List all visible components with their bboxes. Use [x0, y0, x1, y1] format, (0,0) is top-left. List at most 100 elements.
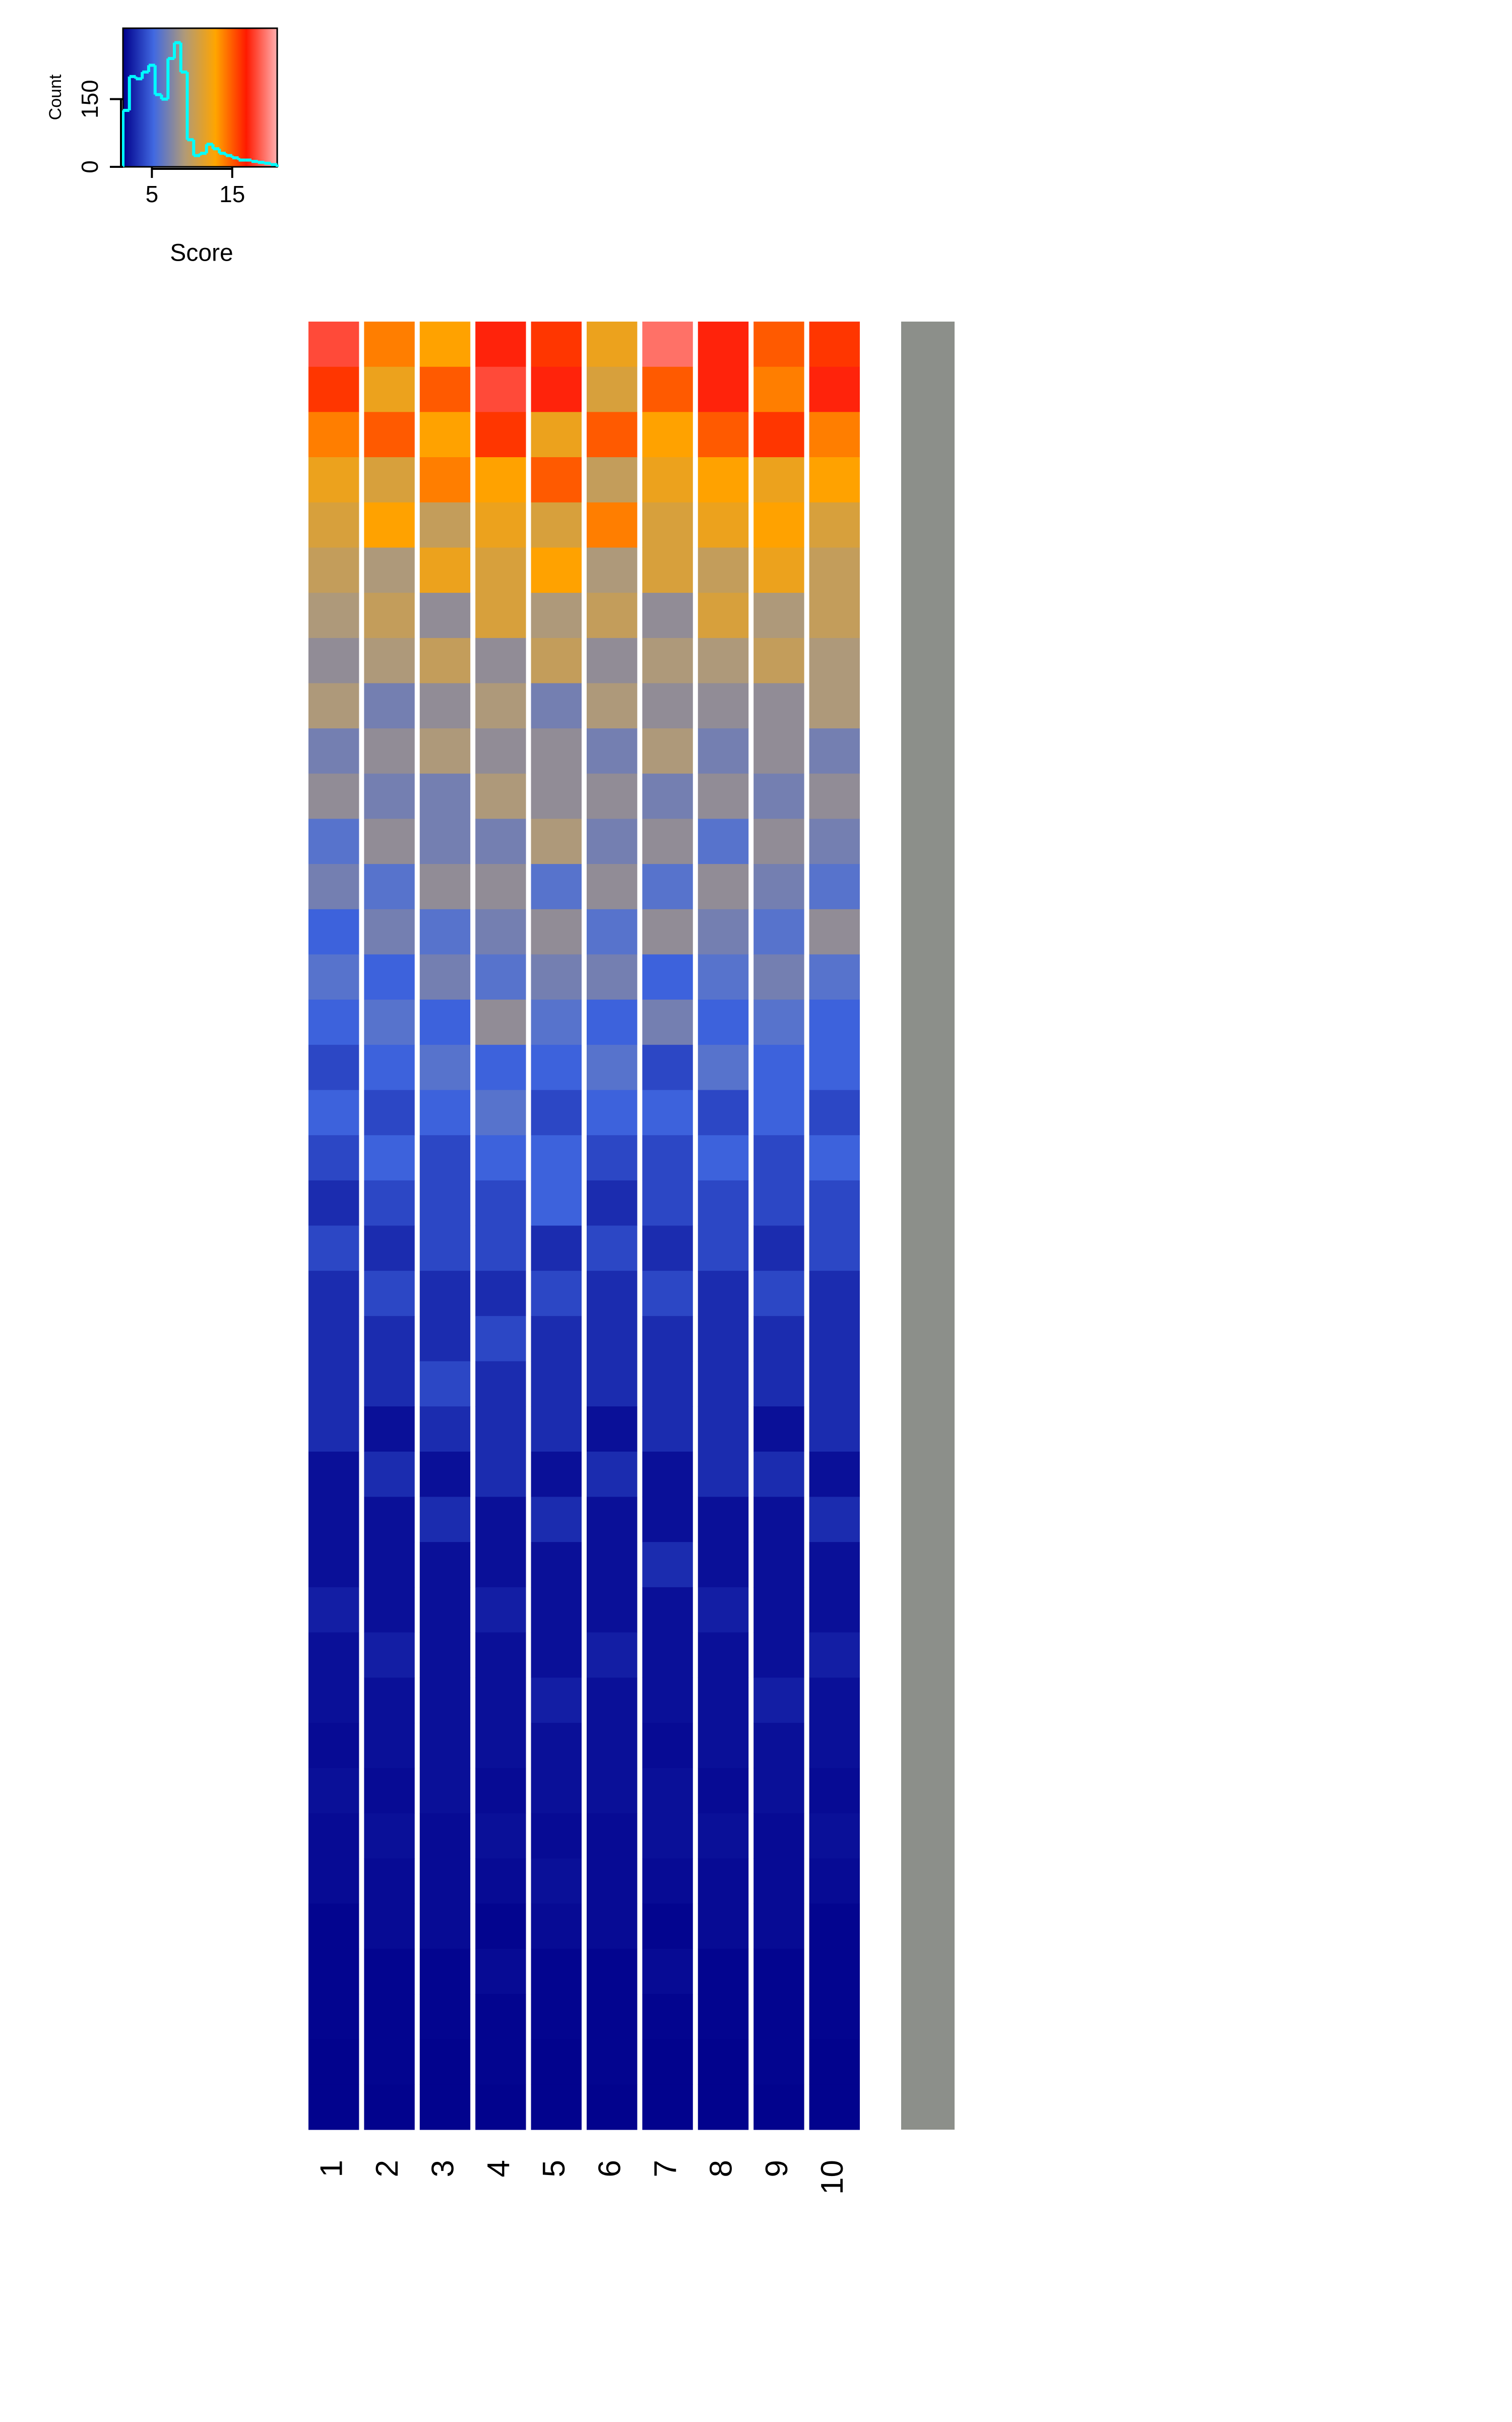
heatmap-cell	[753, 1135, 804, 1181]
heatmap-cell	[809, 502, 860, 548]
heatmap-cell	[364, 412, 415, 458]
heatmap-cell	[475, 1903, 526, 1949]
heatmap-cell	[475, 683, 526, 729]
heatmap-cell	[419, 819, 471, 864]
heatmap-cell	[364, 1949, 415, 1995]
heatmap-cell	[308, 1632, 359, 1678]
heatmap-cell	[308, 1044, 359, 1090]
heatmap-cell	[587, 366, 638, 412]
heatmap-cell	[531, 773, 582, 819]
heatmap-cell	[698, 457, 749, 503]
heatmap-cell	[531, 819, 582, 864]
heatmap-cell	[587, 1858, 638, 1904]
heatmap-cell	[419, 683, 471, 729]
heatmap-cell	[753, 2039, 804, 2085]
heatmap-cell	[587, 457, 638, 503]
heatmap-cell	[587, 1316, 638, 1362]
heatmap-cell	[475, 502, 526, 548]
heatmap-cell	[698, 412, 749, 458]
heatmap-cell	[642, 819, 693, 864]
heatmap-cell	[698, 593, 749, 639]
heatmap-cell	[475, 457, 526, 503]
heatmap-cell	[308, 366, 359, 412]
heatmap-cell	[698, 1090, 749, 1136]
heatmap-cell	[531, 1768, 582, 1814]
heatmap-cell	[809, 1044, 860, 1090]
heatmap-cell	[419, 1903, 471, 1949]
heatmap-cell	[308, 1813, 359, 1859]
heatmap-cell	[531, 1271, 582, 1317]
heatmap-cell	[698, 1361, 749, 1407]
heatmap-cell	[475, 1678, 526, 1723]
heatmap-cell	[753, 909, 804, 955]
heatmap-cell	[587, 819, 638, 864]
heatmap-cell	[642, 457, 693, 503]
heatmap-cell	[753, 1451, 804, 1498]
heatmap-cell	[642, 1858, 693, 1904]
heatmap-cell	[308, 1678, 359, 1723]
heatmap-cell	[419, 1180, 471, 1226]
heatmap-cell	[475, 1994, 526, 2040]
heatmap-cell	[698, 366, 749, 412]
column-label: 1	[314, 2160, 349, 2177]
heatmap-cell	[475, 1813, 526, 1859]
heatmap-cell	[809, 322, 860, 367]
heatmap-cell	[364, 1722, 415, 1769]
heatmap-cell	[698, 1180, 749, 1226]
heatmap-cell	[642, 412, 693, 458]
heatmap-cell	[809, 1316, 860, 1362]
heatmap-cell	[364, 1768, 415, 1814]
heatmap-cell	[308, 1949, 359, 1995]
heatmap-cell	[419, 1451, 471, 1498]
heatmap-cell	[364, 1225, 415, 1271]
heatmap-cell	[587, 638, 638, 684]
heatmap-cell	[753, 1497, 804, 1542]
heatmap-cell	[308, 322, 359, 367]
heatmap-cell	[308, 819, 359, 864]
heatmap-cell	[475, 547, 526, 593]
heatmap-cell	[587, 1451, 638, 1498]
heatmap-cell	[308, 1316, 359, 1362]
heatmap-cell	[698, 1813, 749, 1859]
heatmap-cell	[809, 412, 860, 458]
heatmap-cell	[587, 1135, 638, 1181]
heatmap-cell	[753, 1044, 804, 1090]
heatmap-cell	[698, 2039, 749, 2085]
key-x-tick-label: 5	[146, 181, 159, 207]
heatmap-cell	[642, 1406, 693, 1452]
heatmap-cell	[364, 547, 415, 593]
heatmap-cell	[809, 457, 860, 503]
heatmap-cell	[308, 2039, 359, 2085]
heatmap-cell	[642, 683, 693, 729]
column-label: 8	[704, 2160, 738, 2177]
heatmap-cell	[642, 864, 693, 910]
heatmap-cell	[475, 1768, 526, 1814]
heatmap-cell	[753, 1813, 804, 1859]
heatmap-cell	[364, 2084, 415, 2130]
heatmap-cell	[698, 1678, 749, 1723]
heatmap-cell	[753, 2084, 804, 2130]
heatmap-cell	[753, 502, 804, 548]
heatmap-cell	[753, 1632, 804, 1678]
heatmap-cell	[308, 728, 359, 774]
heatmap-cell	[475, 1722, 526, 1769]
heatmap-cell	[642, 1632, 693, 1678]
heatmap-cell	[698, 1768, 749, 1814]
key-x-label: Score	[170, 240, 233, 267]
heatmap-cell	[308, 683, 359, 729]
heatmap-cell	[642, 954, 693, 1000]
heatmap-cell	[475, 2084, 526, 2130]
heatmap-cell	[419, 1271, 471, 1317]
column-label: 6	[593, 2160, 627, 2177]
heatmap-cell	[531, 593, 582, 639]
heatmap-cell	[308, 1180, 359, 1226]
heatmap-cell	[475, 1225, 526, 1271]
heatmap-cell	[642, 1678, 693, 1723]
heatmap-cell	[364, 1587, 415, 1633]
heatmap-cell	[698, 547, 749, 593]
heatmap-cell	[809, 1587, 860, 1633]
heatmap-cell	[809, 1271, 860, 1317]
heatmap-cell	[531, 366, 582, 412]
heatmap-cell	[809, 1678, 860, 1723]
heatmap-cell	[753, 1225, 804, 1271]
